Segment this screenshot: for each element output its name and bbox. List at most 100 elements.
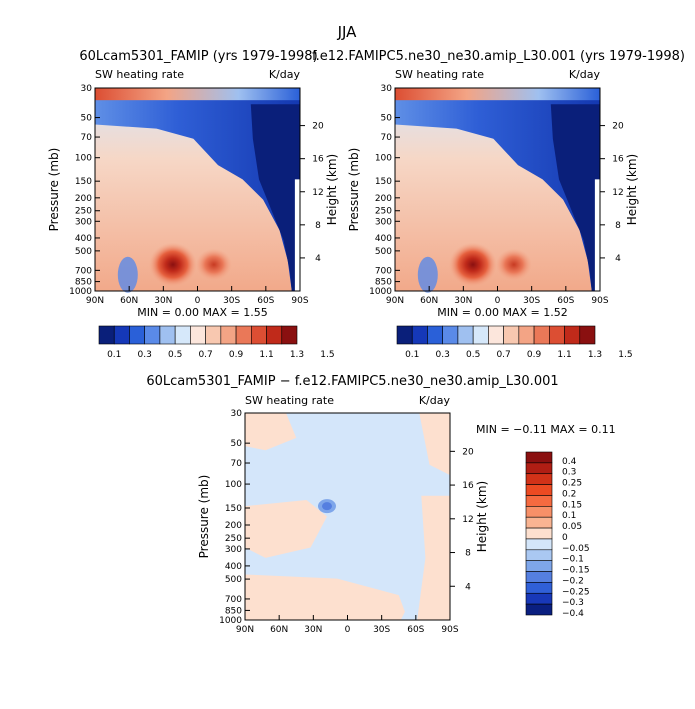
y-tick-label: 400 [225, 562, 242, 572]
surface-low-spot [117, 256, 138, 293]
colorbar: 0.1 0.3 0.5 0.7 0.9 1.1 1.3 1.5 [98, 325, 335, 360]
min-max-stats: MIN = −0.11 MAX = 0.11 [476, 423, 616, 436]
colorbar-swatch [113, 325, 130, 345]
main-title: JJA [337, 23, 358, 41]
y-tick-label: 300 [75, 217, 92, 227]
min-max-stats: MIN = 0.00 MAX = 1.55 [137, 306, 267, 319]
y-right-axis-label: Height (km) [625, 154, 639, 225]
colorbar-label: 0.7 [496, 350, 510, 360]
y-tick-label: 850 [225, 606, 242, 616]
y-tick-label: 250 [225, 534, 242, 544]
no-data-region [594, 179, 600, 291]
colorbar-swatch [525, 462, 553, 475]
colorbar-label: 1.5 [320, 350, 334, 360]
y-tick-label: 30 [81, 84, 93, 94]
upper-heating-layer [95, 88, 300, 101]
y-right-tick-label: 20 [462, 447, 474, 457]
colorbar-label: 0.9 [527, 350, 542, 360]
y-tick-label: 700 [375, 266, 392, 276]
colorbar-swatch [235, 325, 252, 345]
colorbar-swatch [396, 325, 413, 345]
y-tick-label: 70 [81, 133, 93, 143]
y-tick-label: 700 [75, 266, 92, 276]
y-right-tick-label: 16 [312, 155, 324, 165]
colorbar-swatch [98, 325, 115, 345]
y-tick-label: 850 [75, 278, 92, 288]
x-tick-label: 30N [454, 296, 472, 306]
y-right-tick-label: 4 [315, 254, 321, 264]
subtitle-left: SW heating rate [245, 394, 334, 407]
y-tick-label: 500 [225, 575, 242, 585]
y-tick-label: 250 [375, 207, 392, 217]
colorbar-label: 0.2 [562, 489, 576, 499]
contour-field [395, 88, 600, 293]
colorbar-swatch [220, 325, 237, 345]
y-right-tick-label: 16 [462, 481, 474, 491]
panel-title: 60Lcam5301_FAMIP (yrs 1979-1998) [79, 49, 317, 64]
y-axis-label: Pressure (mb) [347, 148, 361, 232]
secondary-heating-spot [195, 248, 232, 281]
colorbar-swatch [525, 527, 553, 540]
colorbar-label: −0.25 [562, 587, 590, 597]
colorbar-swatch [174, 325, 191, 345]
colorbar-label: 0 [562, 533, 568, 543]
colorbar-swatch [472, 325, 489, 345]
colorbar-swatch [525, 582, 553, 594]
positive-diff-region [419, 413, 450, 476]
x-tick-label: 90S [591, 296, 608, 306]
colorbar-swatch [411, 325, 428, 345]
colorbar-swatch [579, 325, 596, 345]
colorbar-swatch [525, 571, 553, 583]
positive-diff-region [245, 413, 297, 451]
y-right-tick-label: 4 [465, 582, 471, 592]
min-max-stats: MIN = 0.00 MAX = 1.52 [437, 306, 567, 319]
y-tick-label: 500 [75, 247, 92, 257]
contour-field [245, 413, 450, 620]
x-tick-label: 90S [291, 296, 308, 306]
colorbar-label: 0.3 [436, 350, 450, 360]
subtitle-right: K/day [419, 394, 451, 407]
colorbar-swatch [525, 603, 553, 616]
colorbar-swatch [503, 325, 520, 345]
surface-low-spot [417, 256, 438, 293]
positive-diff-region [417, 495, 450, 620]
y-tick-label: 50 [381, 114, 393, 124]
polar-night-region [250, 104, 300, 292]
y-tick-label: 50 [81, 114, 93, 124]
y-right-tick-label: 20 [612, 122, 624, 132]
panel-model-a: 60Lcam5301_FAMIP (yrs 1979-1998) SW heati… [47, 49, 339, 360]
x-tick-label: 60S [257, 296, 274, 306]
y-right-tick-label: 12 [612, 188, 623, 198]
colorbar-swatch [159, 325, 176, 345]
contour-field [95, 88, 300, 293]
low-heating-region [395, 88, 600, 291]
colorbar-swatch [525, 495, 553, 507]
colorbar-swatch [525, 484, 553, 496]
colorbar: 0.1 0.3 0.5 0.7 0.9 1.1 1.3 1.5 [396, 325, 633, 360]
x-tick-label: 0 [195, 296, 201, 306]
colorbar-label: −0.1 [562, 555, 584, 565]
x-tick-label: 30S [223, 296, 240, 306]
colorbar-swatch [525, 538, 553, 551]
low-heating-region [95, 88, 300, 291]
y-right-tick-label: 4 [615, 254, 621, 264]
secondary-heating-spot [495, 248, 532, 281]
y-tick-label: 400 [75, 234, 92, 244]
colorbar-swatch [129, 325, 145, 345]
y-tick-label: 70 [381, 133, 393, 143]
colorbar-label: −0.15 [562, 566, 590, 576]
negative-diff-core [322, 502, 332, 511]
colorbar-label: 0.05 [562, 522, 582, 532]
y-right-axis-label: Height (km) [475, 481, 489, 552]
y-tick-label: 200 [375, 194, 392, 204]
y-right-tick-label: 12 [312, 188, 323, 198]
y-tick-label: 500 [375, 247, 392, 257]
colorbar-label: −0.05 [562, 544, 590, 554]
colorbar-label: 0.1 [562, 511, 576, 521]
panel-model-b: f.e12.FAMIPC5.ne30_ne30.amip_L30.001 (yr… [312, 49, 685, 360]
y-tick-label: 1000 [369, 287, 392, 297]
y-axis-label: Pressure (mb) [197, 475, 211, 559]
y-tick-label: 150 [225, 504, 242, 514]
x-tick-label: 30S [523, 296, 540, 306]
